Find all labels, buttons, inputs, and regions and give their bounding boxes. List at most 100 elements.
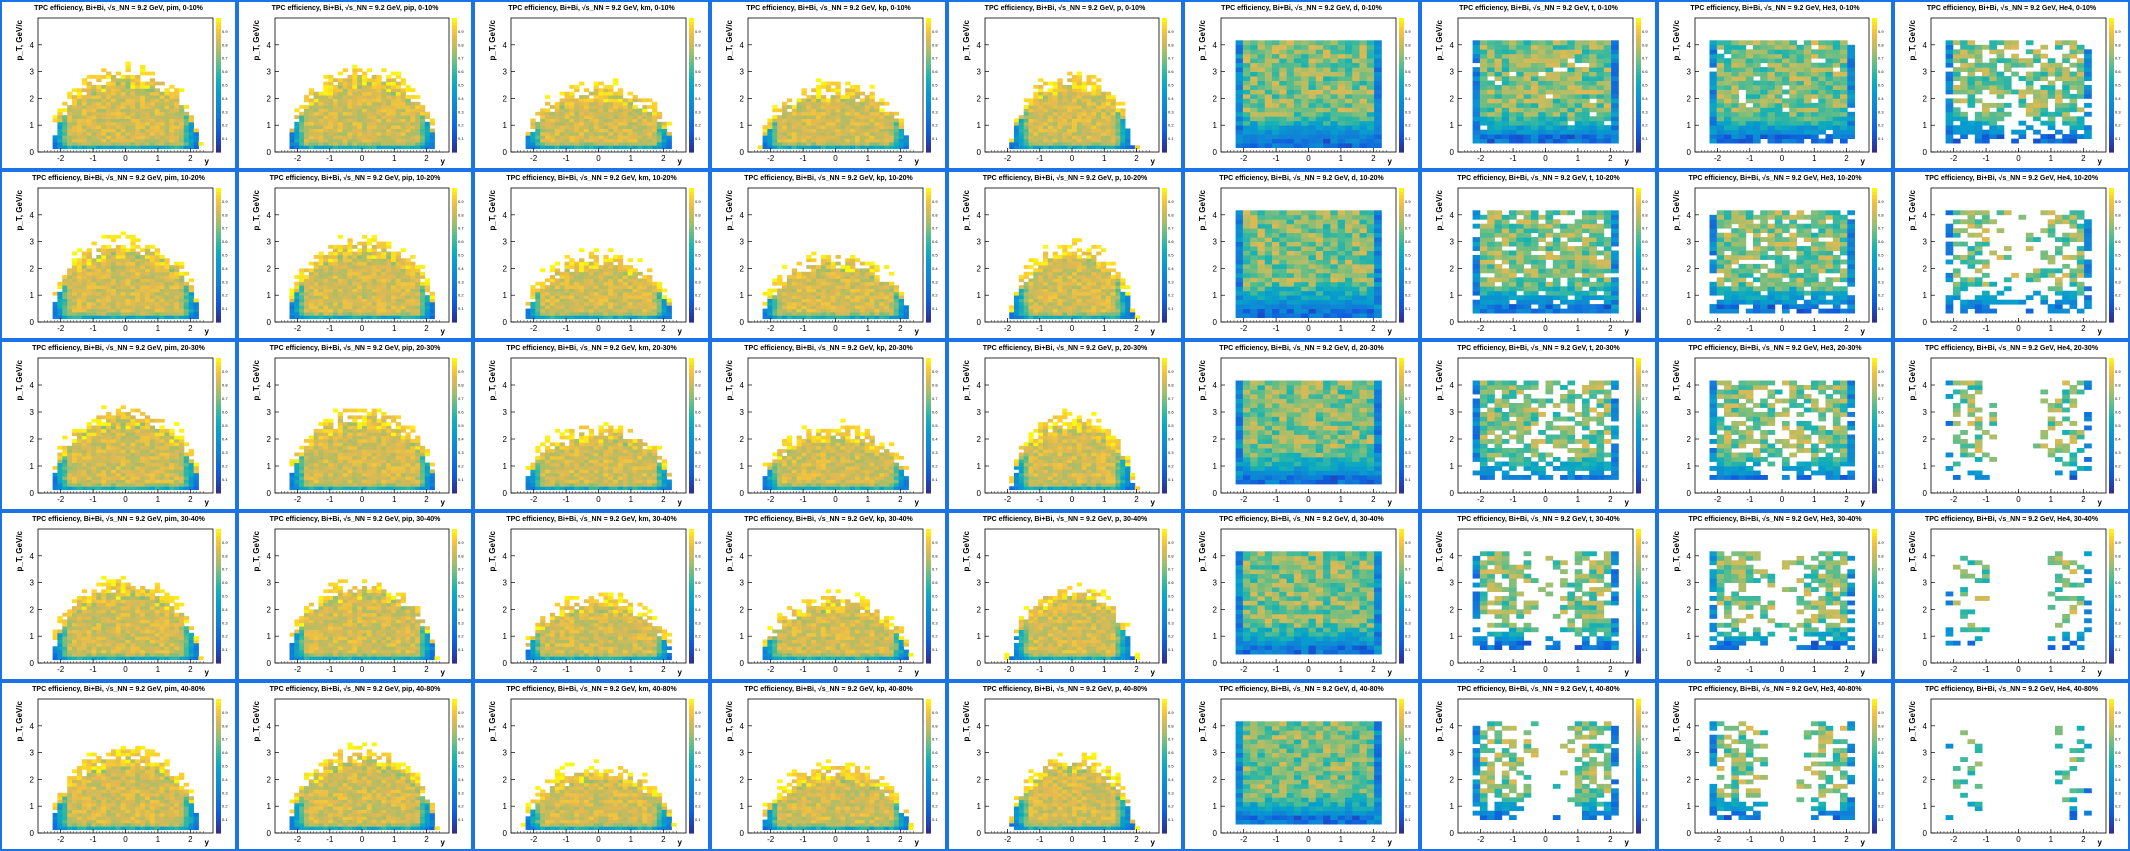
heatmap-cell	[1974, 76, 1983, 81]
heatmap-cell	[1047, 141, 1053, 146]
heatmap-cell	[1264, 98, 1273, 104]
heatmap-cell	[1257, 143, 1266, 148]
heatmap-cell	[391, 141, 397, 146]
heatmap-cell	[1242, 102, 1251, 108]
heatmap-cell	[120, 95, 126, 99]
heatmap-cell	[1840, 49, 1848, 55]
heatmap-cell	[110, 111, 117, 116]
heatmap-cell	[91, 131, 97, 136]
heatmap-cell	[1264, 89, 1273, 95]
heatmap-cell	[530, 125, 536, 129]
heatmap-cell	[2003, 80, 2012, 86]
heatmap-cell	[1115, 108, 1121, 113]
heatmap-cell	[1818, 102, 1826, 108]
heatmap-cell	[1086, 118, 1092, 123]
heatmap-cell	[1724, 49, 1732, 55]
heatmap-cell	[869, 138, 875, 143]
color-scale-segment	[1636, 98, 1641, 103]
y-tick-label: 0	[1450, 148, 1455, 157]
heatmap-cell	[1982, 102, 1990, 108]
heatmap-cell	[1996, 93, 2005, 99]
heatmap-cell	[1523, 58, 1532, 64]
heatmap-cell	[115, 118, 122, 123]
heatmap-cell	[400, 111, 406, 116]
color-scale-segment	[689, 44, 694, 49]
heatmap-cell	[1709, 44, 1718, 50]
heatmap-cell	[1945, 76, 1954, 81]
heatmap-cell	[569, 105, 575, 109]
color-scale-label: 0.2	[458, 123, 464, 128]
heatmap-cell	[1279, 44, 1287, 50]
heatmap-cell	[1323, 98, 1331, 104]
heatmap-cell	[1235, 134, 1244, 139]
heatmap-cell	[342, 141, 348, 146]
heatmap-cell	[1264, 53, 1273, 59]
heatmap-cell	[318, 95, 324, 99]
heatmap-cell	[1603, 138, 1612, 144]
heatmap-cell	[1767, 53, 1776, 59]
heatmap-cell	[1101, 141, 1107, 146]
color-scale-segment	[1636, 141, 1641, 146]
color-scale-segment	[689, 54, 694, 59]
heatmap-cell	[796, 138, 802, 143]
heatmap-cell	[140, 131, 146, 136]
heatmap-cell	[1818, 44, 1826, 50]
heatmap-cell	[1242, 111, 1251, 117]
color-scale-segment	[1162, 105, 1167, 109]
color-scale-segment	[926, 148, 931, 153]
heatmap-cell	[854, 108, 861, 113]
heatmap-cell	[1738, 71, 1747, 77]
heatmap-cell	[96, 78, 102, 83]
heatmap-cell	[2033, 102, 2041, 108]
heatmap-cell	[386, 115, 392, 119]
heatmap-cell	[588, 118, 595, 123]
color-scale-segment	[689, 88, 694, 93]
heatmap-cell	[96, 105, 102, 109]
heatmap-cell	[1560, 120, 1568, 126]
heatmap-cell	[86, 98, 92, 103]
heatmap-cell	[1286, 49, 1295, 55]
heatmap-cell	[1509, 134, 1517, 139]
heatmap-cell	[391, 111, 397, 116]
heatmap-cell	[81, 108, 88, 113]
heatmap-cell	[1330, 58, 1339, 64]
heatmap-cell	[1582, 76, 1590, 81]
heatmap-cell	[1782, 80, 1790, 86]
heatmap-cell	[1062, 138, 1068, 143]
heatmap-cell	[1774, 102, 1783, 108]
heatmap-cell	[1308, 44, 1317, 50]
heatmap-cell	[1076, 145, 1082, 150]
heatmap-cell	[1366, 111, 1375, 117]
color-scale-segment	[1399, 81, 1404, 86]
heatmap-cell	[188, 131, 194, 136]
heatmap-cell	[1952, 58, 1961, 64]
heatmap-cell	[1818, 125, 1826, 131]
heatmap-cell	[1530, 134, 1539, 139]
y-tick-label: 3	[267, 68, 272, 77]
heatmap-cell	[1724, 134, 1732, 139]
heatmap-cell	[429, 145, 435, 150]
heatmap-cell	[405, 105, 411, 109]
heatmap-cell	[183, 118, 190, 123]
heatmap-cell	[289, 138, 295, 143]
y-tick-label: 2	[1213, 94, 1218, 103]
heatmap-cell	[188, 125, 194, 129]
heatmap-cell	[1945, 129, 1954, 135]
heatmap-cell	[347, 75, 353, 79]
heatmap-cell	[1286, 120, 1295, 126]
heatmap-cell	[879, 125, 885, 129]
heatmap-cell	[632, 131, 638, 136]
heatmap-cell	[632, 125, 638, 129]
heatmap-cell	[801, 145, 807, 150]
color-scale-label: 0.5	[222, 83, 228, 88]
heatmap-cell	[1279, 71, 1287, 77]
heatmap-cell	[583, 101, 590, 106]
heatmap-cell	[149, 125, 156, 129]
heatmap-cell	[76, 98, 83, 103]
heatmap-cell	[1716, 102, 1725, 108]
heatmap-cell	[76, 125, 83, 129]
heatmap-cell	[91, 121, 97, 126]
heatmap-cell	[1523, 138, 1532, 144]
heatmap-cell	[845, 91, 851, 96]
heatmap-cell	[62, 128, 68, 133]
